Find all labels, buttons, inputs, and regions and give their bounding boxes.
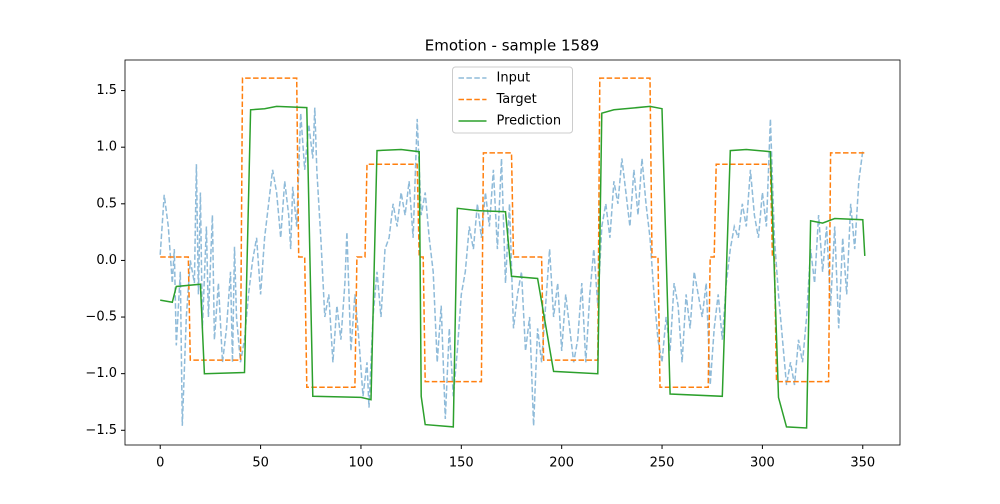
x-tick-label: 200: [549, 456, 574, 471]
y-tick-label: −1.5: [85, 423, 117, 438]
y-tick-label: 1.5: [96, 83, 117, 98]
x-tick-label: 50: [252, 456, 269, 471]
y-tick-label: −1.0: [85, 366, 117, 381]
y-tick-label: 0.0: [96, 253, 117, 268]
legend-label: Prediction: [497, 114, 562, 129]
x-tick-label: 100: [349, 456, 374, 471]
series-line: [160, 77, 865, 389]
chart-title: Emotion - sample 1589: [425, 37, 599, 55]
y-tick-label: −0.5: [85, 310, 117, 325]
x-tick-label: 150: [449, 456, 474, 471]
legend-box: [452, 66, 573, 134]
x-tick-label: 250: [650, 456, 675, 471]
legend-label: Target: [496, 92, 537, 107]
y-tick-label: 0.5: [96, 196, 117, 211]
x-tick-label: 0: [156, 456, 164, 471]
legend-label: Input: [497, 71, 531, 86]
y-tick-label: 1.0: [96, 140, 117, 155]
series-line: [160, 105, 866, 429]
x-tick-label: 300: [750, 456, 775, 471]
x-tick-label: 350: [850, 456, 875, 471]
plot-frame: [124, 59, 901, 446]
series-line: [159, 107, 864, 426]
